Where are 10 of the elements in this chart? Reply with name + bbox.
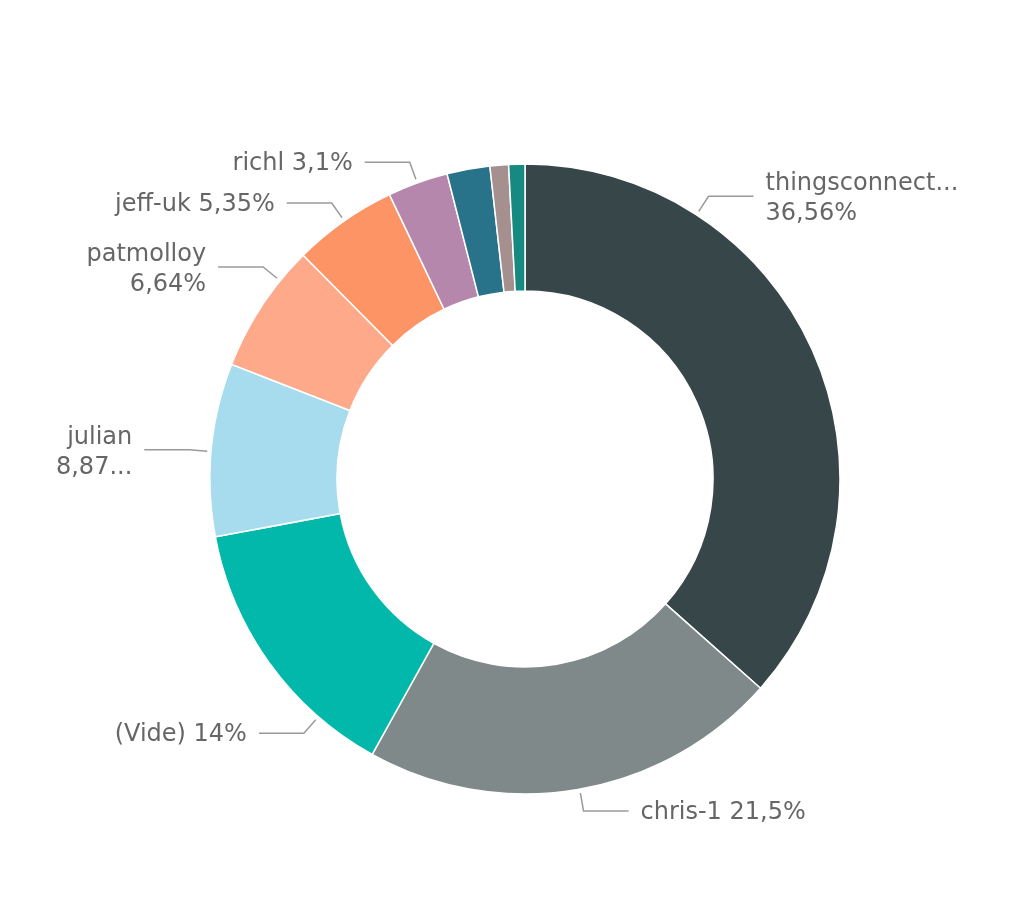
data-label: 36,56%: [765, 198, 858, 227]
slice-label: patmolloy: [86, 238, 207, 267]
slice-label: thingsconnect...: [765, 168, 959, 197]
slice-label: richl 3,1%: [232, 148, 353, 177]
slice-label: chris-1 21,5%: [640, 796, 806, 825]
slice-label: jeff-uk 5,35%: [114, 188, 275, 217]
slice-label: julian: [66, 421, 133, 450]
slice-label: (Vide) 14%: [114, 719, 247, 748]
data-label: 8,87...: [55, 451, 133, 480]
data-label: 6,64%: [129, 268, 207, 297]
